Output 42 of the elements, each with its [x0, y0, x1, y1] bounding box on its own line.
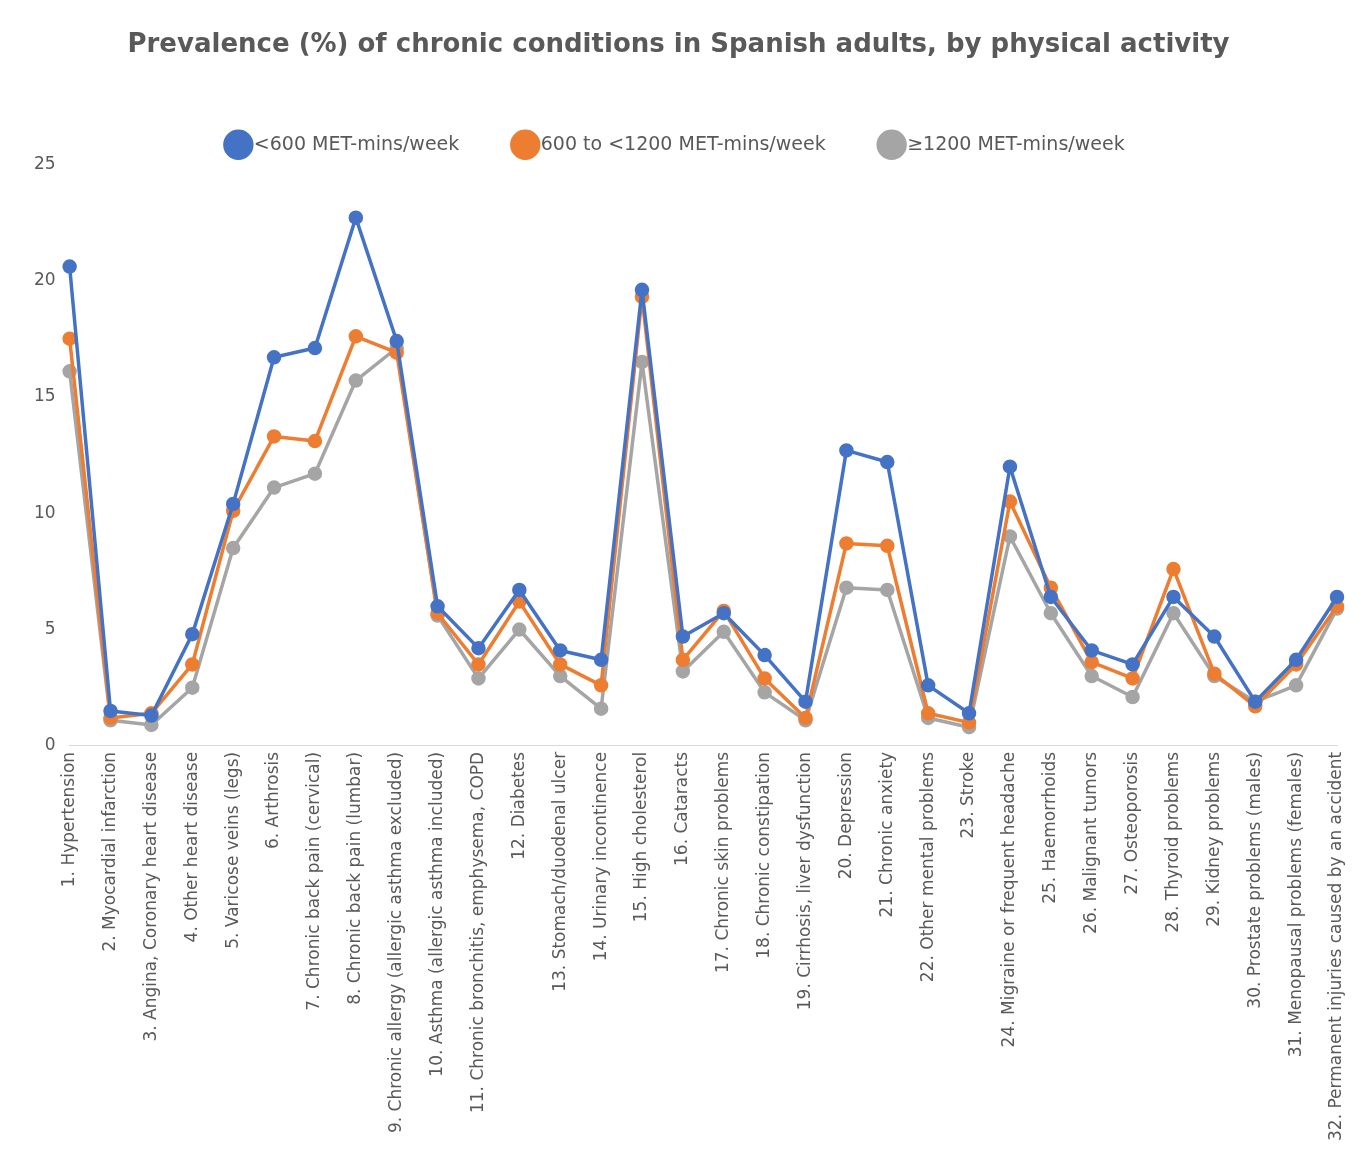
y-tick-label: 5 [44, 617, 56, 638]
x-tick-label: 12. Diabetes [507, 751, 528, 860]
x-tick-label: 25. Haemorrhoids [1039, 751, 1060, 904]
x-tick-label: 13. Stomach/duodenal ulcer [548, 751, 569, 992]
y-tick-label: 20 [33, 268, 56, 289]
y-tick-label: 15 [33, 385, 56, 406]
x-tick-label: 23. Stroke [957, 751, 978, 839]
x-tick-label: 32. Permanent injuries caused by an accident [1325, 751, 1346, 1141]
x-tick-label: 15. High cholesterol [630, 751, 651, 923]
legend-label: <600 MET-mins/week [253, 131, 460, 154]
x-tick-label: 17. Chronic skin problems [712, 751, 733, 974]
x-tick-label: 5. Varicose veins (legs) [221, 751, 242, 949]
x-tick-label: 16. Cataracts [671, 751, 692, 866]
chart-title: Prevalence (%) of chronic conditions in Spanish adults, by physical activity [127, 28, 1230, 59]
x-tick-label: 31. Menopausal problems (females) [1284, 751, 1305, 1058]
x-tick-label: 19. Cirrhosis, liver dysfunction [793, 751, 814, 1011]
legend-label: ≥1200 MET-mins/week [907, 131, 1125, 154]
x-tick-label: 14. Urinary incontinence [589, 751, 610, 962]
x-tick-label: 10. Asthma (allergic asthma included) [426, 751, 446, 1077]
x-tick-label: 18. Chronic constipation [753, 751, 774, 959]
x-tick-label: 6. Arthrosis [262, 751, 283, 849]
x-tick-label: 22. Other mental problems [916, 751, 937, 983]
x-tick-label: 21. Chronic anxiety [875, 751, 896, 918]
x-tick-label: 7. Chronic back pain (cervical) [303, 751, 324, 1011]
y-tick-label: 10 [33, 501, 56, 522]
x-tick-label: 27. Osteoporosis [1121, 751, 1142, 895]
x-tick-label: 11. Chronic bronchitis, emphysema, COPD [466, 751, 487, 1114]
x-tick-label: 4. Other heart disease [180, 751, 201, 943]
y-tick-label: 25 [33, 152, 56, 173]
x-tick-label: 26. Malignant tumors [1080, 751, 1101, 934]
x-tick-label: 9. Chronic allergy (allergic asthma excluded) [385, 751, 406, 1134]
legend-label: 600 to <1200 MET-mins/week [540, 131, 826, 154]
x-tick-label: 29. Kidney problems [1202, 751, 1223, 927]
x-tick-label: 1. Hypertension [58, 751, 79, 888]
x-tick-label: 2. Myocardial infarction [98, 751, 119, 952]
x-tick-label: 28. Thyroid problems [1161, 751, 1182, 933]
x-tick-label: 30. Prostate problems (males) [1243, 751, 1264, 1009]
x-tick-label: 3. Angina, Coronary heart disease [139, 751, 160, 1042]
x-tick-label: 8. Chronic back pain (lumbar) [344, 751, 365, 1005]
y-tick-label: 0 [44, 734, 56, 755]
x-tick-label: 24. Migraine or frequent headache [998, 751, 1019, 1048]
x-tick-label: 20. Depression [834, 751, 855, 880]
